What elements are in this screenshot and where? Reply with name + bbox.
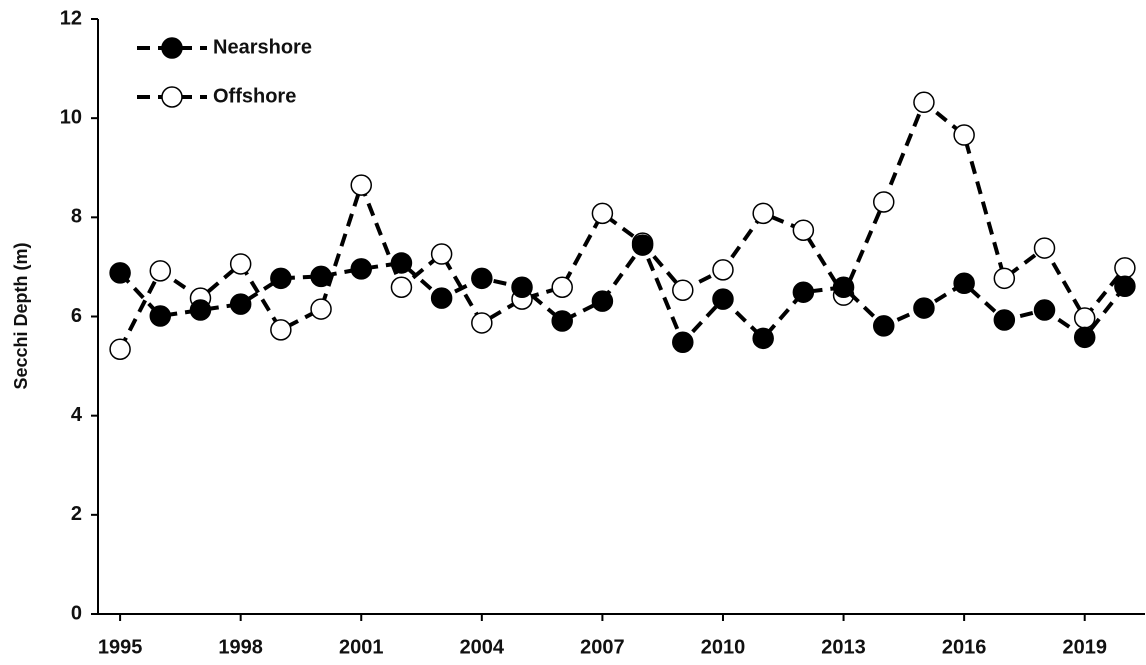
marker bbox=[109, 262, 131, 284]
marker bbox=[712, 259, 734, 281]
marker bbox=[1114, 275, 1136, 298]
marker bbox=[430, 243, 453, 265]
marker bbox=[149, 260, 172, 282]
marker bbox=[390, 252, 413, 274]
marker bbox=[993, 267, 1016, 290]
marker bbox=[752, 202, 774, 225]
marker bbox=[1073, 307, 1096, 329]
marker bbox=[350, 258, 372, 280]
x-tick-label: 2004 bbox=[460, 636, 505, 658]
marker bbox=[913, 91, 935, 114]
y-tick-label: 2 bbox=[71, 503, 82, 525]
marker bbox=[229, 293, 252, 315]
series-line bbox=[118, 99, 1127, 351]
marker bbox=[270, 319, 292, 341]
x-tick-label: 2019 bbox=[1062, 636, 1107, 658]
marker bbox=[229, 253, 252, 275]
x-tick-label: 2013 bbox=[821, 636, 866, 658]
marker bbox=[792, 219, 815, 241]
marker bbox=[752, 327, 774, 350]
y-tick-label: 8 bbox=[71, 206, 82, 228]
legend-label: Offshore bbox=[213, 85, 296, 107]
y-tick-label: 0 bbox=[71, 602, 82, 624]
x-tick-label: 2007 bbox=[580, 636, 625, 658]
y-tick-label: 4 bbox=[71, 404, 83, 426]
marker bbox=[270, 267, 292, 290]
marker bbox=[1033, 237, 1056, 259]
marker bbox=[310, 265, 332, 288]
marker bbox=[873, 191, 895, 213]
marker bbox=[672, 279, 694, 301]
legend-marker bbox=[161, 37, 183, 59]
marker bbox=[149, 305, 172, 327]
marker bbox=[953, 272, 975, 295]
y-tick-label: 12 bbox=[60, 7, 82, 29]
marker bbox=[471, 312, 493, 334]
marker bbox=[631, 234, 654, 256]
marker bbox=[993, 309, 1016, 331]
marker bbox=[672, 331, 694, 354]
x-tick-label: 2010 bbox=[701, 636, 746, 658]
y-tick-label: 6 bbox=[71, 305, 82, 327]
marker bbox=[832, 276, 855, 298]
legend-label: Nearshore bbox=[213, 36, 312, 58]
marker bbox=[471, 267, 493, 290]
marker bbox=[430, 287, 453, 309]
marker bbox=[873, 315, 895, 337]
marker bbox=[792, 281, 815, 303]
legend-marker bbox=[161, 86, 183, 108]
marker bbox=[551, 310, 573, 332]
marker bbox=[913, 297, 935, 319]
marker bbox=[1073, 326, 1096, 349]
marker bbox=[189, 299, 212, 321]
marker bbox=[712, 288, 734, 310]
marker bbox=[109, 338, 131, 360]
marker bbox=[591, 290, 614, 312]
x-tick-label: 1998 bbox=[218, 636, 263, 658]
x-tick-label: 2016 bbox=[942, 636, 987, 658]
marker bbox=[511, 276, 533, 298]
marker bbox=[591, 202, 614, 225]
marker bbox=[1033, 299, 1056, 321]
marker bbox=[350, 174, 372, 196]
marker bbox=[953, 124, 975, 146]
marker bbox=[1114, 257, 1136, 279]
x-tick-label: 2001 bbox=[339, 636, 384, 658]
y-tick-label: 10 bbox=[60, 106, 82, 128]
y-axis-label: Secchi Depth (m) bbox=[11, 242, 31, 389]
marker bbox=[390, 276, 413, 298]
x-tick-label: 1995 bbox=[98, 636, 143, 658]
marker bbox=[310, 298, 332, 320]
marker bbox=[551, 276, 573, 298]
